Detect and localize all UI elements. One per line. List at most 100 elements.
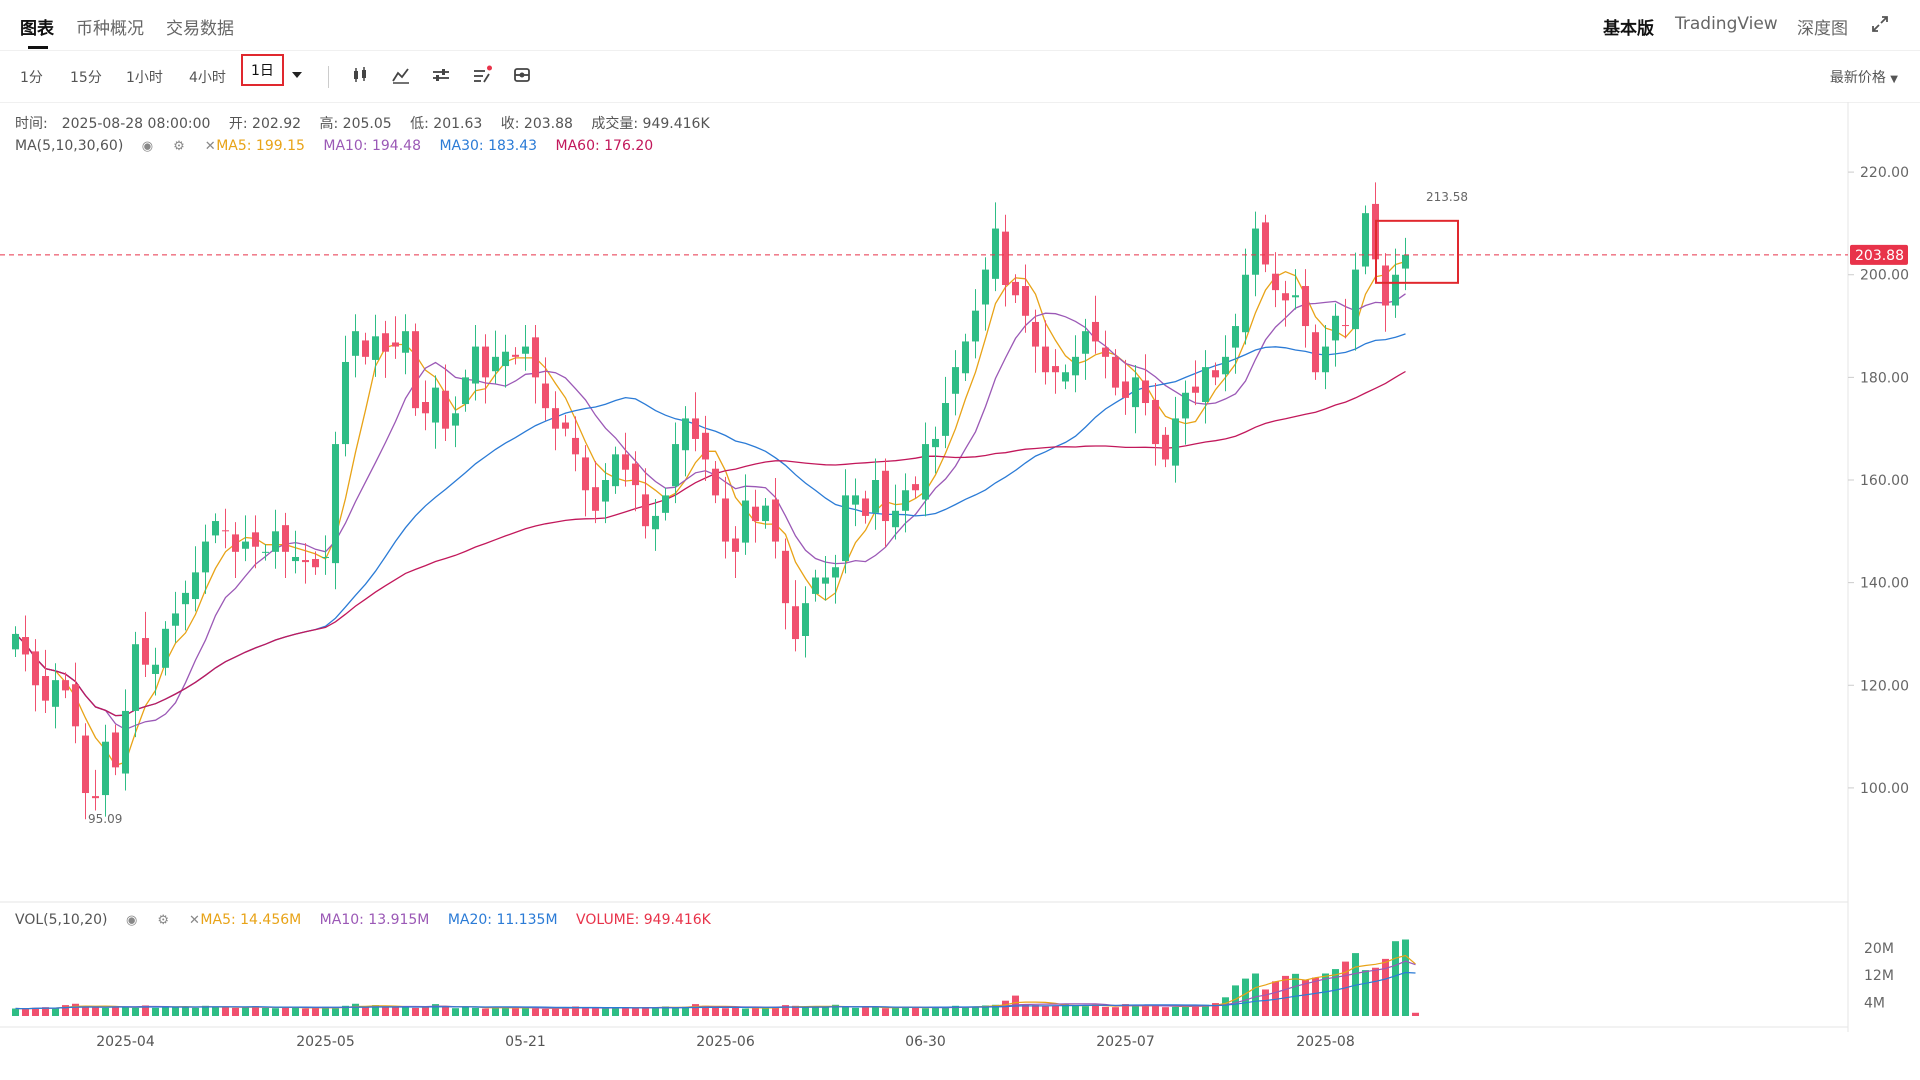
- ohlc-low: 低: 201.63: [410, 116, 483, 132]
- close-icon[interactable]: ✕: [188, 913, 206, 928]
- basic-view-button[interactable]: 基本版: [1603, 19, 1654, 39]
- candle-body: [922, 444, 929, 500]
- chevron-down-icon[interactable]: [290, 68, 304, 82]
- volume-bar: [932, 1007, 939, 1016]
- candlestick-type-icon[interactable]: [350, 65, 370, 85]
- volume-bar: [1242, 978, 1249, 1016]
- price-tick-label: 160.00: [1860, 473, 1909, 489]
- settings-sliders-icon[interactable]: [431, 65, 451, 85]
- ohlc-open: 开: 202.92: [228, 116, 302, 132]
- interval-15m[interactable]: 15分: [70, 70, 102, 86]
- candle-body: [402, 331, 409, 353]
- candle-body: [772, 499, 779, 542]
- vol-legend: VOL(5,10,20) ◉ ⚙ ✕ MA5: 14.456M MA10: 13.9…: [15, 912, 725, 928]
- ohlc-high: 高: 205.05: [319, 116, 392, 132]
- volume-bar: [142, 1005, 149, 1016]
- candle-body: [752, 506, 759, 522]
- volume-bar: [1282, 975, 1289, 1016]
- volume-bar: [42, 1007, 49, 1016]
- interval-4h[interactable]: 4小时: [189, 70, 226, 86]
- interval-1d[interactable]: 1日: [241, 54, 284, 86]
- volume-bar: [1232, 985, 1239, 1016]
- volume-bar: [292, 1007, 299, 1016]
- depth-chart-button[interactable]: 深度图: [1797, 19, 1848, 39]
- vol-ma5-line: [15, 954, 1416, 1010]
- volume-bar: [112, 1006, 119, 1016]
- candle-body: [722, 498, 729, 542]
- close-icon[interactable]: ✕: [204, 139, 222, 154]
- volume-bar: [602, 1008, 609, 1016]
- vol-ma5-value: MA5: 14.456M: [200, 912, 302, 928]
- candle-body: [1152, 399, 1159, 445]
- volume-bar: [12, 1008, 19, 1016]
- tab-active-indicator: [28, 46, 48, 49]
- tab-trading-data[interactable]: 交易数据: [166, 19, 234, 39]
- price-mode-dropdown[interactable]: 最新价格 ▼: [1830, 67, 1898, 87]
- tab-coin-overview[interactable]: 币种概况: [76, 19, 144, 39]
- candle-body: [1122, 381, 1129, 398]
- candle-body: [292, 556, 299, 562]
- candle-body: [822, 577, 829, 584]
- price-mode-label: 最新价格: [1829, 70, 1886, 86]
- ohlc-volume: 成交量: 949.416K: [591, 116, 710, 132]
- candle-body: [1142, 380, 1149, 404]
- volume-bar: [662, 1006, 669, 1016]
- candle-body: [1072, 356, 1079, 376]
- candle-body: [452, 413, 459, 426]
- candle-body: [1192, 386, 1199, 393]
- candle-body: [152, 664, 159, 674]
- candle-body: [712, 468, 719, 496]
- candle-body: [762, 505, 769, 522]
- candle-body: [562, 422, 569, 429]
- candle-body: [482, 346, 489, 378]
- gear-icon[interactable]: ⚙: [157, 913, 175, 928]
- price-tick-label: 140.00: [1860, 576, 1909, 592]
- fullscreen-icon[interactable]: [1872, 16, 1888, 32]
- candle-body: [362, 340, 369, 357]
- candle-body: [1402, 254, 1409, 269]
- toolbar-divider: [328, 66, 329, 88]
- volume-bar: [442, 1006, 449, 1016]
- candle-body: [612, 454, 619, 487]
- candle-body: [1082, 331, 1089, 354]
- candle-body: [1012, 281, 1019, 296]
- eye-icon[interactable]: ◉: [141, 139, 160, 154]
- time-axis-label: 2025-07: [1096, 1034, 1155, 1050]
- volume-bar: [942, 1007, 949, 1016]
- candle-body: [12, 633, 19, 650]
- gear-icon[interactable]: ⚙: [173, 139, 191, 154]
- candle-body: [542, 383, 549, 409]
- volume-bar: [502, 1007, 509, 1016]
- volume-bar: [22, 1008, 29, 1016]
- vol-ma20-line: [15, 971, 1416, 1010]
- volume-bar: [272, 1008, 279, 1016]
- candle-body: [1212, 370, 1219, 378]
- screenshot-icon[interactable]: [512, 65, 532, 85]
- volume-bar: [802, 1007, 809, 1016]
- volume-bar: [492, 1007, 499, 1016]
- ma-indicator-controls[interactable]: ◉ ⚙ ✕: [141, 139, 216, 154]
- volume-bar: [1182, 1006, 1189, 1016]
- interval-1h[interactable]: 1小时: [126, 70, 163, 86]
- indicator-icon[interactable]: [391, 65, 411, 85]
- candlestick-chart[interactable]: 220.00 200.00 180.00 160.00 140.00 120.00 100.…: [0, 102, 1920, 1080]
- candle-body: [692, 418, 699, 439]
- tab-chart[interactable]: 图表: [20, 19, 54, 39]
- candle-body: [1342, 325, 1349, 327]
- volume-bar: [1152, 1005, 1159, 1016]
- tradingview-button[interactable]: TradingView: [1675, 14, 1778, 34]
- candle-body: [802, 603, 809, 636]
- eye-icon[interactable]: ◉: [125, 913, 144, 928]
- interval-1m[interactable]: 1分: [20, 70, 43, 86]
- volume-bar: [682, 1006, 689, 1016]
- candle-body: [912, 484, 919, 491]
- volume-bar: [1302, 979, 1309, 1016]
- candle-body: [1312, 332, 1319, 373]
- drawing-tools-icon[interactable]: [472, 65, 492, 85]
- candle-body: [522, 346, 529, 354]
- candle-body: [1382, 265, 1389, 306]
- volume-bar: [1052, 1005, 1059, 1016]
- candle-body: [1392, 274, 1399, 306]
- vol-indicator-controls[interactable]: ◉ ⚙ ✕: [125, 913, 200, 928]
- volume-bar: [72, 1003, 79, 1016]
